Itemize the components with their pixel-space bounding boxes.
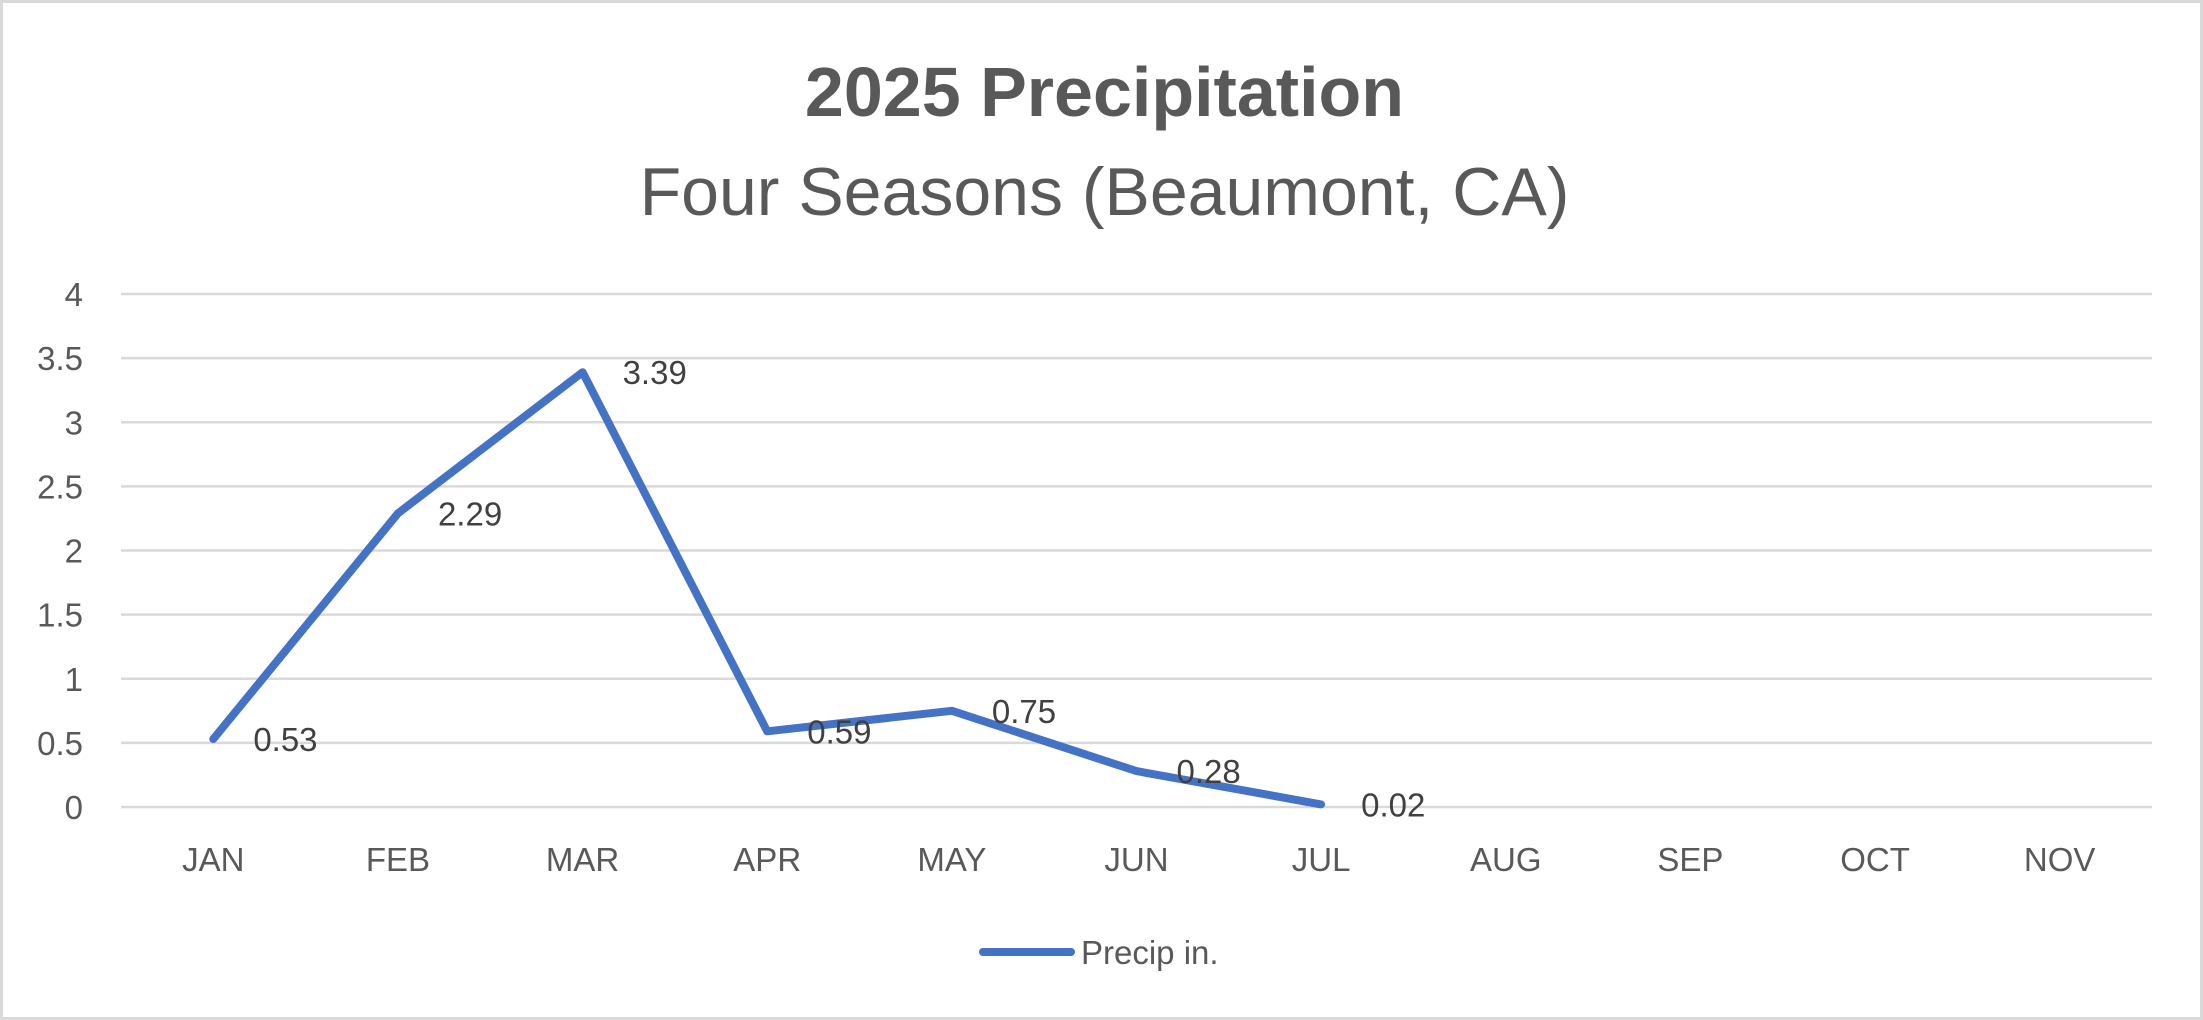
x-tick-label: JUN xyxy=(1104,841,1168,878)
y-tick-label: 4 xyxy=(65,276,83,313)
x-tick-label: MAY xyxy=(917,841,986,878)
legend: Precip in. xyxy=(979,934,1219,971)
data-label: 0.59 xyxy=(807,713,871,750)
y-axis: 0 0.5 1 1.5 2 2.5 3 3.5 4 xyxy=(37,276,83,826)
data-label: 3.39 xyxy=(623,354,687,391)
series-line xyxy=(209,368,1326,809)
y-tick-label: 0.5 xyxy=(37,725,83,762)
series-layer xyxy=(209,368,1326,809)
x-tick-label: APR xyxy=(733,841,801,878)
x-axis: JAN FEB MAR APR MAY JUN JUL AUG SEP OCT NOV xyxy=(182,841,2095,878)
data-label: 0.28 xyxy=(1177,753,1241,790)
y-tick-label: 2.5 xyxy=(37,468,83,505)
y-tick-label: 2 xyxy=(65,533,83,570)
y-tick-label: 1 xyxy=(65,661,83,698)
x-tick-label: SEP xyxy=(1657,841,1723,878)
x-tick-label: AUG xyxy=(1470,841,1542,878)
y-tick-label: 1.5 xyxy=(37,597,83,634)
data-label: 0.02 xyxy=(1361,786,1425,823)
gridlines xyxy=(121,292,2152,809)
data-label: 0.53 xyxy=(253,721,317,758)
x-tick-label: JUL xyxy=(1292,841,1351,878)
chart-title: 2025 Precipitation xyxy=(804,53,1405,131)
y-tick-label: 3.5 xyxy=(37,340,83,377)
chart-subtitle: Four Seasons (Beaumont, CA) xyxy=(639,154,1570,230)
x-tick-label: NOV xyxy=(2024,841,2096,878)
x-tick-label: MAR xyxy=(546,841,619,878)
data-label: 0.75 xyxy=(992,693,1056,730)
legend-label: Precip in. xyxy=(1081,934,1219,971)
data-labels: 0.53 2.29 3.39 0.59 0.75 0.28 0.02 xyxy=(253,354,1425,823)
y-tick-label: 0 xyxy=(65,789,83,826)
x-tick-label: FEB xyxy=(366,841,430,878)
y-tick-label: 3 xyxy=(65,404,83,441)
data-label: 2.29 xyxy=(438,495,502,532)
x-tick-label: JAN xyxy=(182,841,244,878)
x-tick-label: OCT xyxy=(1840,841,1910,878)
